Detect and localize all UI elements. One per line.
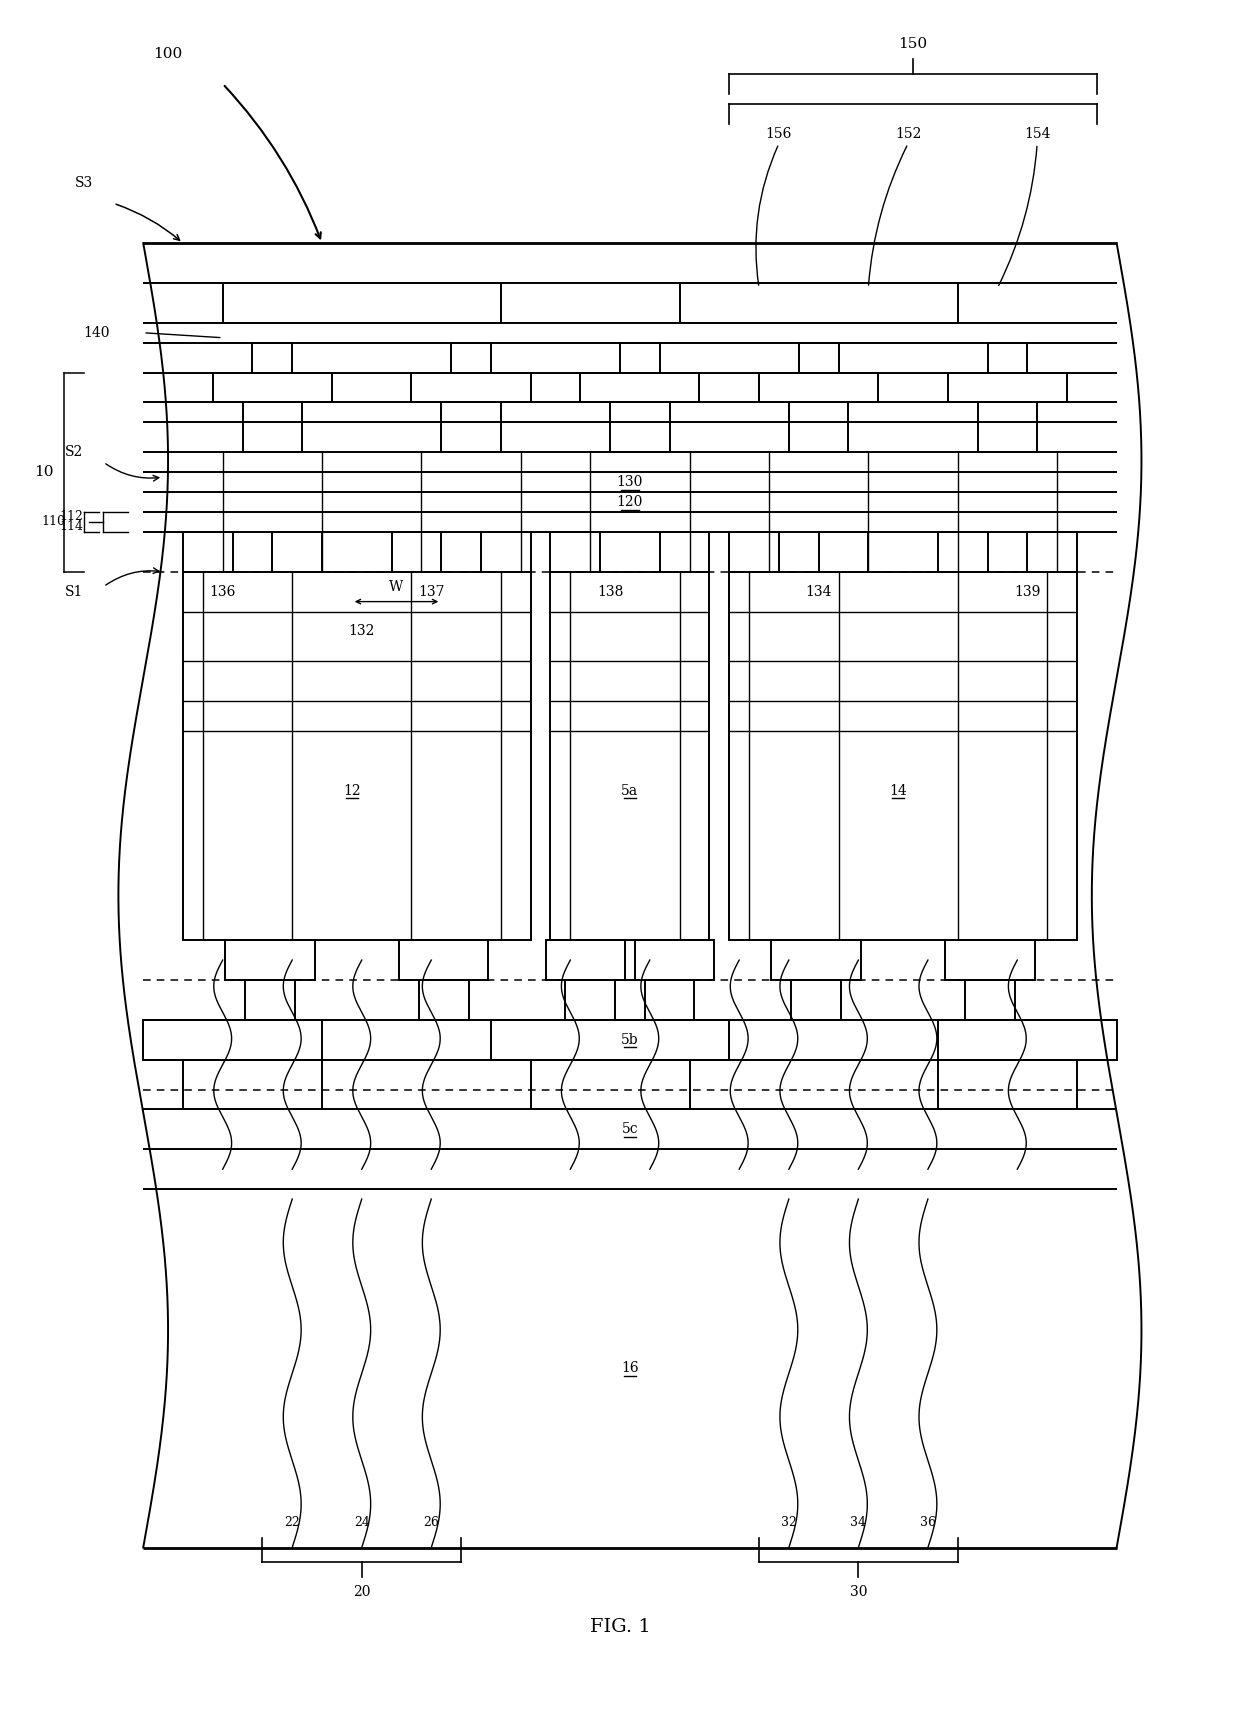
Bar [620,342,660,372]
Bar [660,532,709,571]
Bar [937,532,987,571]
Text: 140: 140 [83,325,110,339]
Text: 24: 24 [353,1516,370,1530]
Bar [759,372,878,403]
Bar [937,1060,1076,1110]
Bar [226,940,315,979]
Text: 138: 138 [596,585,624,599]
Bar [771,940,861,979]
Bar [987,342,1027,372]
Text: 100: 100 [154,46,182,60]
Text: 5b: 5b [621,1033,639,1046]
Bar [531,1060,689,1110]
Text: S1: S1 [64,585,83,599]
Text: 10: 10 [35,465,53,478]
Bar [947,372,1066,403]
Bar [144,1021,322,1060]
Bar [451,342,491,372]
Text: 136: 136 [210,585,236,599]
Bar [680,282,957,324]
Bar [610,403,670,453]
Bar [729,532,779,571]
Text: 20: 20 [353,1585,371,1599]
Text: 150: 150 [899,36,928,52]
Text: 12: 12 [343,783,361,799]
Bar [937,1021,1117,1060]
Bar [441,403,501,453]
Bar [551,571,709,940]
Bar [399,940,489,979]
Bar [184,532,233,571]
Text: 110: 110 [42,516,66,528]
Text: 156: 156 [766,127,792,141]
Text: 14: 14 [889,783,906,799]
Text: 16: 16 [621,1361,639,1375]
Bar [565,979,615,1021]
Bar [789,403,848,453]
Bar [491,1021,729,1060]
Text: 32: 32 [781,1516,797,1530]
Bar [546,940,635,979]
Text: 134: 134 [806,585,832,599]
Text: 132: 132 [348,625,374,638]
Bar [184,571,531,940]
Bar [729,571,1076,940]
Bar [223,282,501,324]
Text: 30: 30 [849,1585,867,1599]
Text: 114: 114 [60,520,83,534]
Bar [184,1060,322,1110]
Bar [791,979,841,1021]
Bar [419,979,469,1021]
Text: 112: 112 [60,511,83,523]
Bar [551,532,600,571]
Bar [1027,532,1076,571]
Text: 26: 26 [423,1516,439,1530]
Text: 130: 130 [616,475,644,489]
Bar [965,979,1014,1021]
Text: S2: S2 [64,446,83,460]
Bar [645,979,694,1021]
Text: 137: 137 [418,585,444,599]
Text: FIG. 1: FIG. 1 [590,1618,650,1637]
Bar [977,403,1037,453]
Bar [392,532,441,571]
Bar [412,372,531,403]
Bar [580,372,699,403]
Text: W: W [389,580,404,594]
Bar [243,403,303,453]
Text: 22: 22 [284,1516,300,1530]
Text: 36: 36 [920,1516,936,1530]
Bar [213,372,332,403]
Text: S3: S3 [74,176,93,191]
Bar [818,532,868,571]
Text: 152: 152 [895,127,921,141]
Bar [799,342,838,372]
Text: 154: 154 [1024,127,1050,141]
Text: 5a: 5a [621,783,639,799]
Bar [273,532,322,571]
Bar [625,940,714,979]
Text: 120: 120 [616,496,644,509]
Bar [481,532,531,571]
Bar [945,940,1034,979]
Bar [246,979,295,1021]
Text: 5c: 5c [621,1122,639,1136]
Text: 34: 34 [851,1516,867,1530]
Text: 139: 139 [1014,585,1040,599]
Bar [253,342,293,372]
